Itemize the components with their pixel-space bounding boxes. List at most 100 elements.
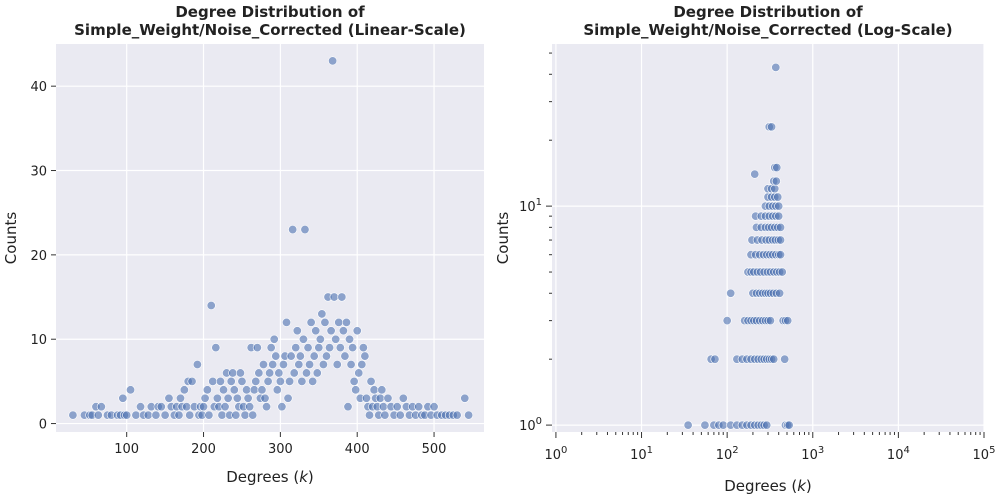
linear-data-point (164, 393, 174, 403)
log-data-point (769, 354, 779, 364)
linear-data-point (314, 343, 324, 353)
linear-ytick-label: 0 (39, 418, 47, 433)
linear-data-point (248, 410, 258, 420)
linear-data-point (377, 385, 387, 395)
linear-data-point (311, 326, 321, 336)
log-data-point (762, 420, 772, 430)
linear-data-point (254, 368, 264, 378)
log-data-point (776, 235, 786, 245)
linear-data-point (271, 351, 281, 361)
linear-data-point (346, 360, 356, 370)
linear-data-point (300, 225, 310, 235)
linear-xtick-label: 400 (345, 442, 370, 457)
linear-data-point (249, 385, 259, 395)
linear-data-point (228, 368, 238, 378)
linear-data-point (460, 393, 470, 403)
log-data-point (780, 354, 790, 364)
linear-data-point (343, 402, 353, 412)
linear-data-point (192, 360, 202, 370)
linear-data-point (348, 343, 358, 353)
linear-data-point (378, 402, 388, 412)
linear-data-point (219, 385, 229, 395)
log-data-point (784, 420, 794, 430)
linear-data-point (301, 368, 311, 378)
linear-data-point (329, 292, 339, 302)
linear-data-point (151, 410, 161, 420)
linear-data-point (118, 393, 128, 403)
log-data-point (765, 316, 775, 326)
linear-data-point (262, 402, 272, 412)
linear-data-point (232, 393, 242, 403)
linear-ytick-label: 30 (30, 165, 47, 180)
linear-data-point (268, 360, 278, 370)
log-data-point (774, 211, 784, 221)
linear-data-point (325, 343, 335, 353)
linear-data-point (305, 360, 315, 370)
linear-data-point (93, 410, 103, 420)
linear-data-point (182, 402, 192, 412)
linear-points (68, 56, 474, 420)
linear-data-point (291, 343, 301, 353)
linear-data-point (297, 376, 307, 386)
linear-data-point (185, 410, 195, 420)
linear-data-point (160, 410, 170, 420)
log-xlabel: Degrees (k) (724, 477, 812, 495)
linear-data-point (357, 360, 367, 370)
log-data-point (783, 316, 793, 326)
linear-data-point (380, 410, 390, 420)
linear-data-point (156, 402, 166, 412)
linear-xlabel: Degrees (k) (226, 468, 314, 486)
linear-data-point (294, 360, 304, 370)
linear-data-point (395, 410, 405, 420)
log-data-point (700, 420, 710, 430)
linear-data-point (217, 410, 227, 420)
linear-data-point (96, 402, 106, 412)
log-xtick-label: 101 (630, 445, 653, 463)
log-data-point (726, 288, 736, 298)
linear-data-point (211, 343, 221, 353)
linear-data-point (351, 385, 361, 395)
linear-data-point (206, 300, 216, 310)
linear-data-point (328, 56, 338, 66)
log-data-point (776, 250, 786, 260)
linear-data-point (312, 368, 322, 378)
log-data-point (771, 176, 781, 186)
linear-data-point (282, 317, 292, 327)
log-xtick-label: 104 (887, 445, 910, 463)
linear-data-point (352, 326, 362, 336)
linear-data-point (208, 376, 218, 386)
linear-data-point (263, 376, 273, 386)
log-ytick-label: 101 (519, 197, 542, 215)
linear-data-point (285, 376, 295, 386)
linear-data-point (202, 385, 212, 395)
log-xtick-label: 103 (801, 445, 824, 463)
linear-data-point (414, 402, 424, 412)
log-xlabel-close: ) (806, 477, 812, 495)
log-xtick-label: 100 (544, 445, 567, 463)
linear-data-point (369, 385, 379, 395)
log-data-point (771, 62, 781, 72)
linear-data-point (318, 360, 328, 370)
linear-data-point (204, 410, 214, 420)
log-data-point (683, 420, 693, 430)
linear-data-point (126, 385, 136, 395)
linear-data-point (292, 326, 302, 336)
linear-data-point (334, 317, 344, 327)
linear-data-point (200, 393, 210, 403)
linear-data-point (175, 393, 185, 403)
linear-data-point (335, 343, 345, 353)
log-data-point (770, 184, 780, 194)
linear-data-point (242, 385, 252, 395)
linear-data-point (240, 410, 250, 420)
linear-data-point (179, 385, 189, 395)
log-data-point (722, 316, 732, 326)
linear-data-point (212, 393, 222, 403)
linear-data-point (223, 393, 233, 403)
log-data-point (718, 420, 728, 430)
linear-data-point (283, 393, 293, 403)
linear-data-point (326, 326, 336, 336)
log-data-point (750, 169, 760, 179)
linear-data-point (260, 393, 270, 403)
linear-data-point (278, 360, 288, 370)
